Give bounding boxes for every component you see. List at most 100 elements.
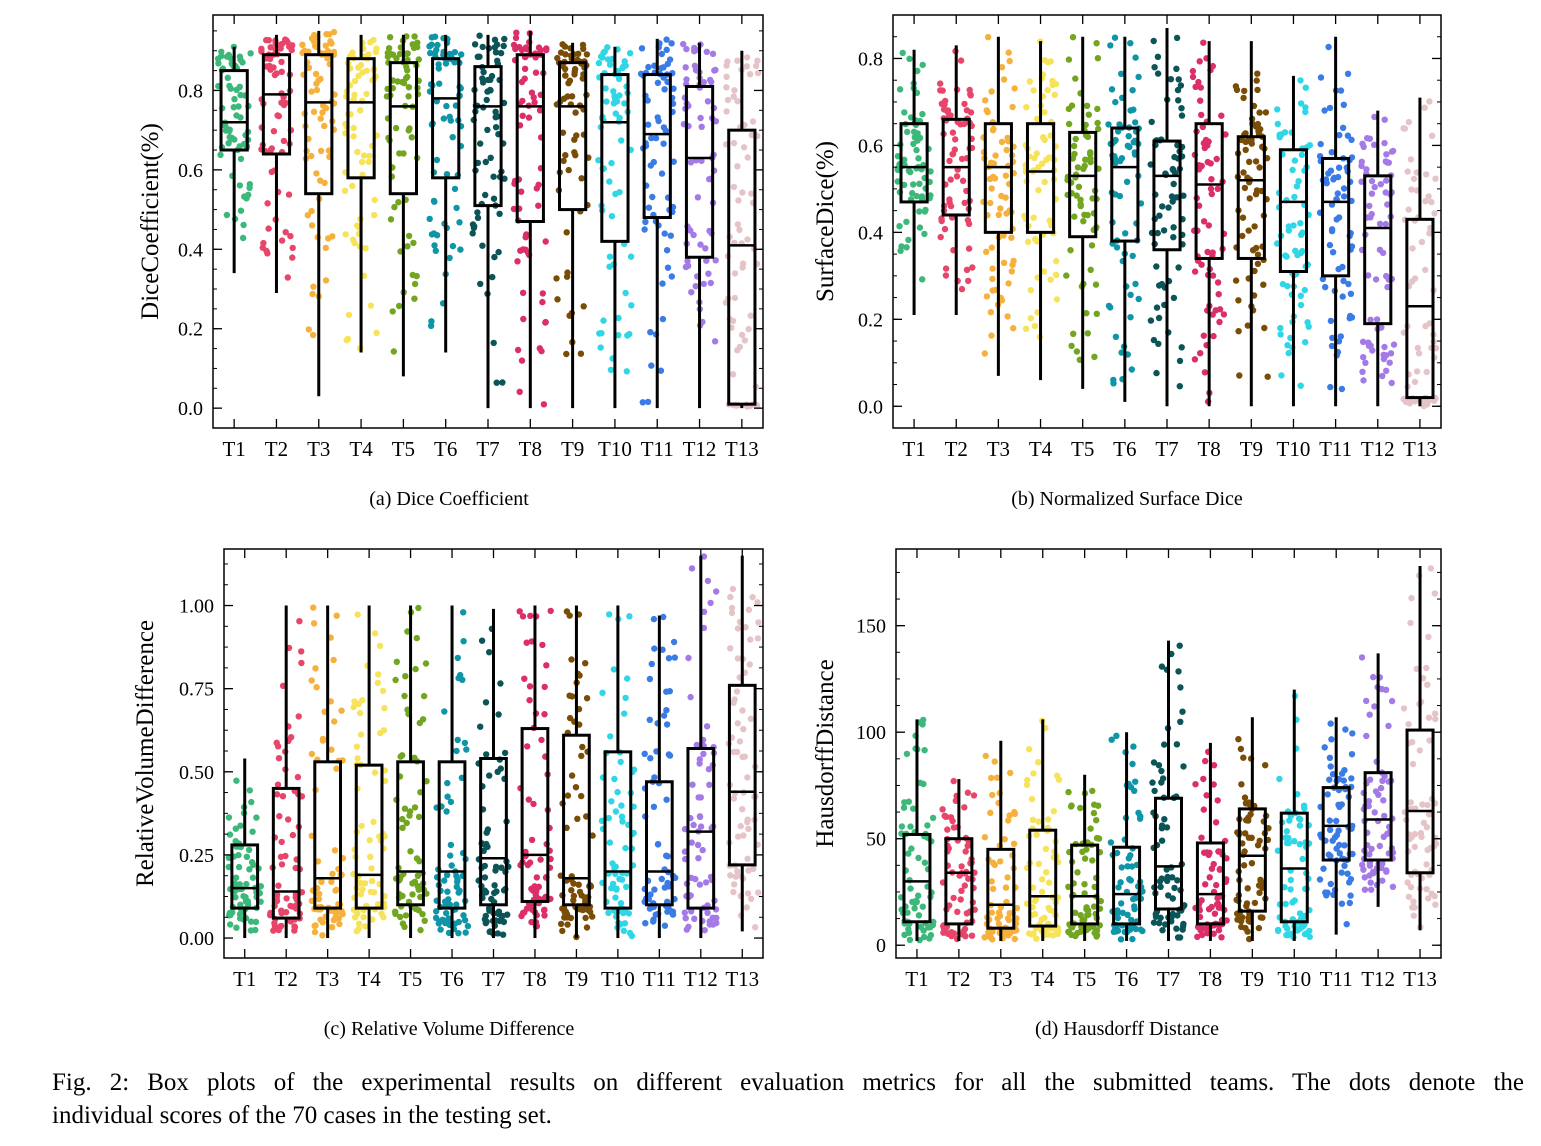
- data-point: [1418, 238, 1426, 246]
- data-point: [414, 883, 421, 890]
- data-point: [282, 909, 290, 916]
- data-point: [460, 609, 467, 616]
- data-point: [1287, 886, 1294, 893]
- data-point: [349, 182, 356, 190]
- data-point: [350, 703, 357, 711]
- box-T3: [986, 740, 1016, 941]
- data-point: [1033, 935, 1040, 942]
- box-T13: [1405, 97, 1435, 407]
- data-point: [417, 893, 424, 901]
- data-point: [622, 844, 629, 852]
- data-point: [1083, 310, 1090, 317]
- data-point: [1358, 178, 1365, 185]
- data-point: [606, 61, 614, 68]
- data-point: [744, 816, 751, 823]
- data-point: [1105, 121, 1112, 128]
- data-point: [324, 48, 332, 55]
- data-point: [743, 54, 751, 61]
- data-point: [403, 63, 410, 71]
- data-point: [214, 55, 222, 62]
- x-tick-label: T5: [392, 437, 415, 461]
- data-point: [659, 315, 667, 323]
- data-point: [739, 806, 746, 813]
- data-point: [318, 878, 325, 885]
- data-point: [245, 846, 253, 854]
- data-point: [987, 809, 994, 816]
- data-point: [1139, 927, 1146, 935]
- data-point: [258, 45, 265, 52]
- data-point: [235, 863, 243, 871]
- data-point: [561, 65, 569, 73]
- data-point: [1091, 801, 1098, 808]
- data-point: [1326, 241, 1334, 249]
- box-T11: [642, 38, 672, 409]
- data-point: [1159, 775, 1167, 782]
- data-point: [1151, 787, 1158, 795]
- data-point: [703, 48, 710, 55]
- data-point: [1084, 330, 1092, 337]
- data-point: [314, 858, 322, 865]
- data-point: [1413, 169, 1421, 176]
- data-point: [375, 901, 382, 908]
- data-point: [449, 242, 457, 250]
- data-point: [566, 692, 573, 699]
- data-point: [483, 829, 490, 836]
- data-point: [730, 888, 737, 896]
- data-point: [433, 908, 440, 915]
- data-point: [448, 862, 455, 869]
- data-point: [1335, 164, 1343, 171]
- y-tick-label: 50: [866, 829, 886, 851]
- data-point: [559, 927, 566, 935]
- data-point: [707, 599, 714, 607]
- data-point: [518, 188, 525, 195]
- data-point: [370, 818, 377, 826]
- data-point: [523, 639, 530, 646]
- data-point: [915, 854, 922, 862]
- data-point: [1340, 277, 1347, 285]
- data-point: [1240, 754, 1247, 761]
- data-point: [734, 625, 742, 632]
- data-point: [942, 265, 950, 272]
- box-iqr: [230, 843, 260, 910]
- data-point: [1235, 297, 1242, 304]
- data-point: [476, 53, 483, 60]
- data-point: [612, 110, 619, 117]
- data-point: [950, 894, 957, 902]
- data-point: [360, 914, 367, 921]
- data-point: [1074, 869, 1081, 876]
- data-point: [1198, 111, 1205, 119]
- data-point: [644, 398, 652, 406]
- data-point: [670, 638, 678, 646]
- data-point: [543, 662, 550, 669]
- data-point: [1389, 883, 1397, 890]
- data-point: [616, 114, 623, 122]
- data-point: [1371, 113, 1378, 121]
- data-point: [404, 243, 411, 250]
- data-point: [235, 103, 242, 110]
- data-point: [665, 751, 673, 758]
- data-point: [739, 189, 746, 196]
- data-point: [431, 242, 438, 249]
- data-point: [660, 712, 668, 719]
- data-point: [1044, 58, 1052, 66]
- data-point: [1028, 795, 1036, 803]
- data-point: [723, 73, 730, 81]
- data-point: [646, 716, 653, 723]
- data-point: [1324, 889, 1331, 896]
- data-point: [1339, 263, 1346, 271]
- data-point: [736, 343, 744, 351]
- data-point: [1177, 718, 1184, 725]
- data-point: [957, 896, 964, 903]
- x-tick-label: T11: [1319, 437, 1352, 461]
- data-point: [609, 880, 617, 888]
- data-point: [687, 159, 695, 166]
- data-point: [1001, 836, 1008, 843]
- data-point: [606, 253, 614, 260]
- data-point: [351, 91, 358, 99]
- data-point: [706, 176, 713, 183]
- x-tick-label: T3: [316, 967, 339, 991]
- x-tick-label: T5: [399, 967, 422, 991]
- data-point: [1155, 340, 1162, 347]
- data-point: [1210, 332, 1217, 340]
- data-point: [528, 918, 535, 926]
